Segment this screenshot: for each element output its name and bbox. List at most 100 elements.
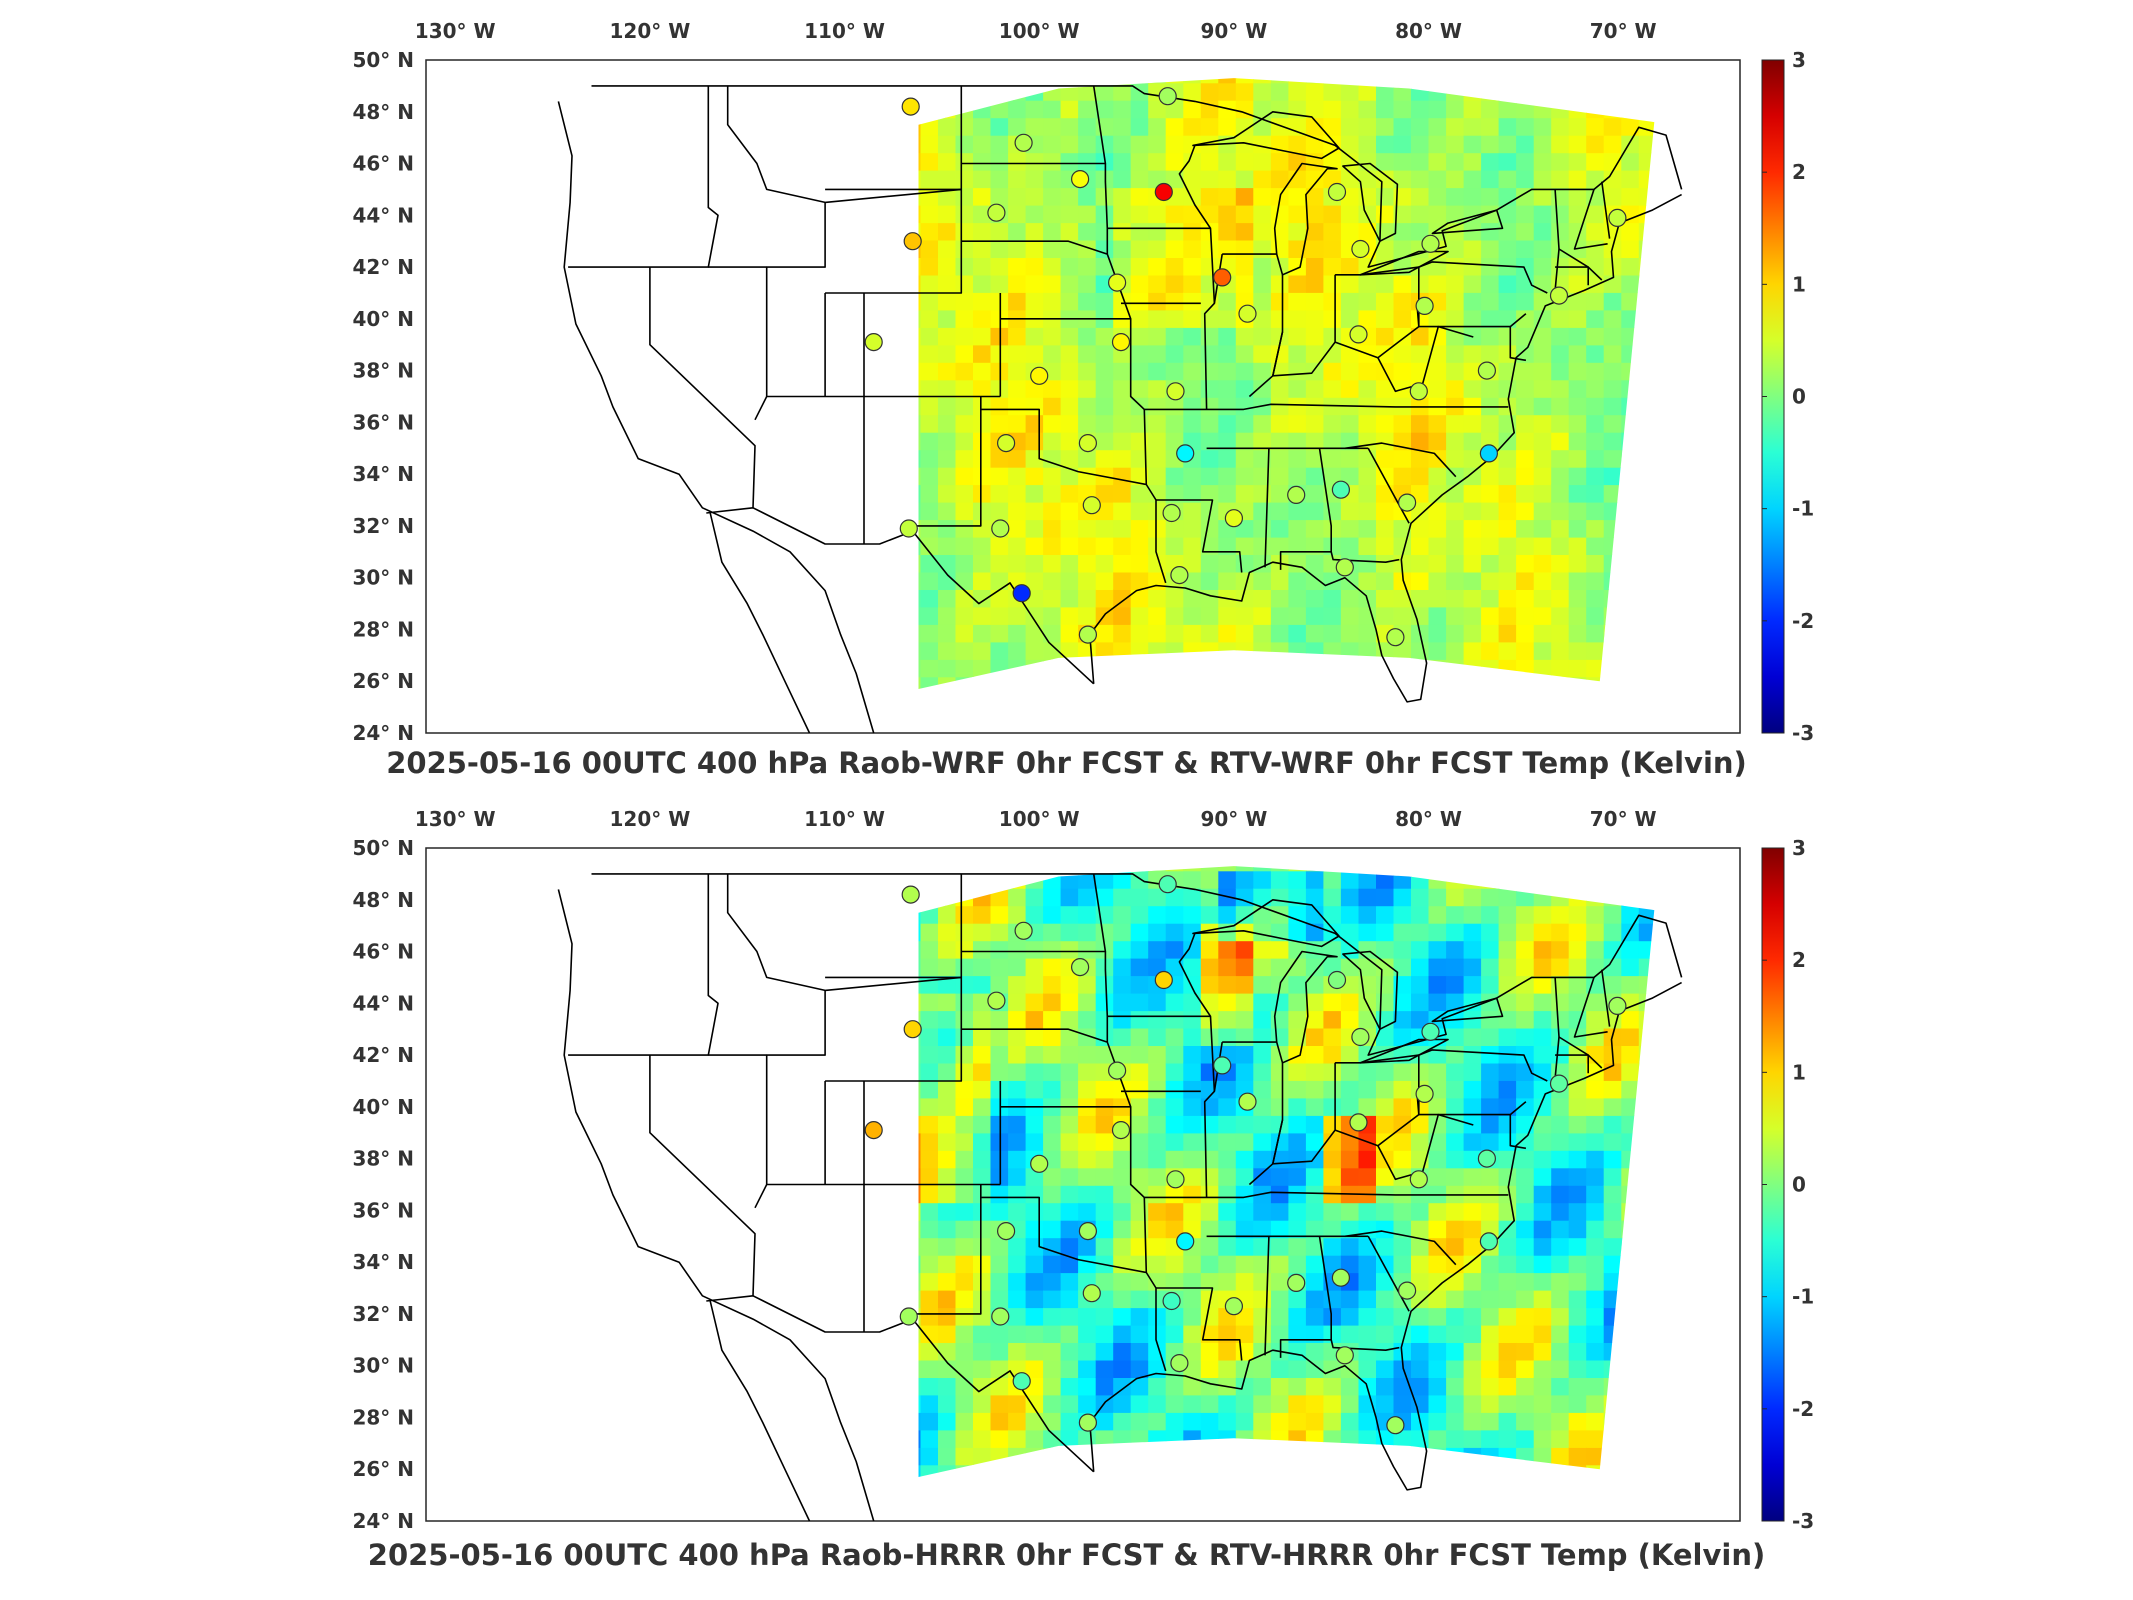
station-marker bbox=[1162, 1291, 1181, 1311]
map-figure: 130° W 120° W 110° W 100° W 90° W 80° W 70° W 5… bbox=[352, 807, 1814, 1533]
station-marker bbox=[1078, 434, 1098, 453]
station-marker bbox=[1030, 1154, 1049, 1173]
lat-tick-label: 30° N bbox=[352, 1354, 414, 1378]
lat-tick-label: 28° N bbox=[352, 1406, 414, 1430]
lon-tick-label: 90° W bbox=[1200, 807, 1267, 831]
lat-tick-label: 40° N bbox=[352, 1095, 414, 1119]
map-boundaries bbox=[557, 85, 1683, 734]
colorbar-tick-label: 0 bbox=[1792, 385, 1806, 409]
panel-title: 2025-05-16 00UTC 400 hPa Raob-WRF 0hr FC… bbox=[386, 746, 1747, 780]
lat-tick-label: 30° N bbox=[352, 566, 414, 590]
station-marker bbox=[1415, 1084, 1434, 1103]
station-marker bbox=[1176, 1232, 1195, 1251]
station-marker bbox=[1078, 625, 1098, 644]
station-marker bbox=[1078, 1222, 1098, 1241]
station-marker bbox=[1107, 1061, 1127, 1080]
lon-tick-label: 120° W bbox=[610, 807, 691, 831]
station-marker bbox=[1331, 480, 1351, 499]
colorbar-tick-label: -1 bbox=[1792, 1285, 1814, 1309]
station-marker bbox=[1287, 1273, 1306, 1292]
station-marker bbox=[1351, 239, 1370, 259]
station-marker bbox=[1349, 1113, 1368, 1132]
lon-tick-label: 80° W bbox=[1395, 807, 1462, 831]
station-marker bbox=[1170, 1353, 1189, 1373]
lat-tick-label: 50° N bbox=[352, 48, 414, 72]
station-marker bbox=[1238, 304, 1257, 323]
colorbar-tick-label: 3 bbox=[1792, 836, 1806, 860]
station-marker bbox=[864, 333, 883, 352]
station-marker bbox=[1107, 273, 1127, 292]
lat-tick-label: 44° N bbox=[352, 203, 414, 227]
lon-tick-label: 120° W bbox=[610, 19, 691, 43]
station-marker bbox=[1477, 1149, 1497, 1168]
station-marker bbox=[1078, 1413, 1098, 1432]
station-marker bbox=[1162, 503, 1181, 523]
station-marker bbox=[1397, 493, 1417, 512]
lat-tick-label: 24° N bbox=[352, 721, 414, 745]
lat-tick-label: 34° N bbox=[352, 1250, 414, 1274]
station-marker bbox=[1012, 1372, 1031, 1391]
station-marker bbox=[1224, 1297, 1244, 1316]
lon-tick-label: 130° W bbox=[415, 807, 496, 831]
lon-tick-label: 110° W bbox=[804, 807, 885, 831]
station-marker bbox=[991, 1307, 1010, 1326]
lat-tick-label: 40° N bbox=[352, 307, 414, 331]
raob-stations bbox=[864, 87, 1627, 647]
station-marker bbox=[1111, 333, 1131, 352]
colorbar-tick-label: -3 bbox=[1792, 721, 1814, 745]
station-marker bbox=[1409, 382, 1428, 401]
lat-tick-label: 38° N bbox=[352, 1147, 414, 1171]
lat-tick-label: 32° N bbox=[352, 514, 414, 538]
station-marker bbox=[1351, 1027, 1370, 1047]
lon-tick-label: 70° W bbox=[1590, 807, 1657, 831]
lat-tick-label: 46° N bbox=[352, 940, 414, 964]
station-marker bbox=[1415, 296, 1434, 315]
lat-tick-label: 24° N bbox=[352, 1509, 414, 1533]
colorbar-tick-label: 1 bbox=[1792, 272, 1806, 296]
station-marker bbox=[987, 991, 1006, 1010]
station-marker bbox=[1030, 366, 1049, 385]
lat-tick-label: 26° N bbox=[352, 1457, 414, 1481]
station-marker bbox=[1397, 1281, 1417, 1300]
station-marker bbox=[1238, 1092, 1257, 1111]
temperature-difference-field bbox=[918, 866, 1655, 1478]
lon-tick-label: 70° W bbox=[1590, 19, 1657, 43]
station-marker bbox=[1082, 1284, 1101, 1303]
station-marker bbox=[1287, 485, 1306, 504]
lat-tick-label: 32° N bbox=[352, 1302, 414, 1326]
map-panel-wrf: 130° W 120° W 110° W 100° W 90° W 80° W 70° W 5… bbox=[352, 19, 1814, 780]
station-marker bbox=[1166, 1170, 1185, 1189]
lat-tick-label: 42° N bbox=[352, 1043, 414, 1067]
station-marker bbox=[1386, 1416, 1405, 1435]
station-marker bbox=[1158, 875, 1177, 894]
station-marker bbox=[1331, 1268, 1351, 1287]
station-marker bbox=[1479, 444, 1499, 463]
colorbar-tick-label: 2 bbox=[1792, 948, 1806, 972]
lat-tick-label: 34° N bbox=[352, 462, 414, 486]
panel-title: 2025-05-16 00UTC 400 hPa Raob-HRRR 0hr F… bbox=[367, 1538, 1766, 1572]
station-marker bbox=[1070, 958, 1090, 977]
station-marker bbox=[903, 232, 922, 251]
station-marker bbox=[1224, 509, 1244, 528]
station-marker bbox=[1421, 1022, 1440, 1041]
station-marker bbox=[899, 1307, 918, 1326]
station-marker bbox=[996, 1222, 1016, 1241]
station-marker bbox=[1070, 170, 1090, 189]
station-marker bbox=[1479, 1232, 1499, 1251]
station-marker bbox=[1335, 1346, 1354, 1365]
station-marker bbox=[1082, 496, 1101, 515]
station-marker bbox=[1409, 1170, 1428, 1189]
colorbar-tick-label: 1 bbox=[1792, 1060, 1806, 1084]
station-marker bbox=[1014, 921, 1033, 940]
station-marker bbox=[1386, 628, 1405, 647]
colorbar-tick-label: 0 bbox=[1792, 1173, 1806, 1197]
lat-tick-label: 36° N bbox=[352, 1198, 414, 1222]
raob-stations bbox=[864, 875, 1627, 1435]
map-panel-hrrr: 130° W 120° W 110° W 100° W 90° W 80° W 70° W 5… bbox=[0, 788, 2133, 1588]
colorbar-tick-label: 3 bbox=[1792, 48, 1806, 72]
lon-tick-label: 110° W bbox=[804, 19, 885, 43]
station-marker bbox=[1176, 444, 1195, 463]
station-marker bbox=[1608, 996, 1627, 1015]
station-marker bbox=[1213, 268, 1232, 287]
lon-tick-label: 130° W bbox=[415, 19, 496, 43]
